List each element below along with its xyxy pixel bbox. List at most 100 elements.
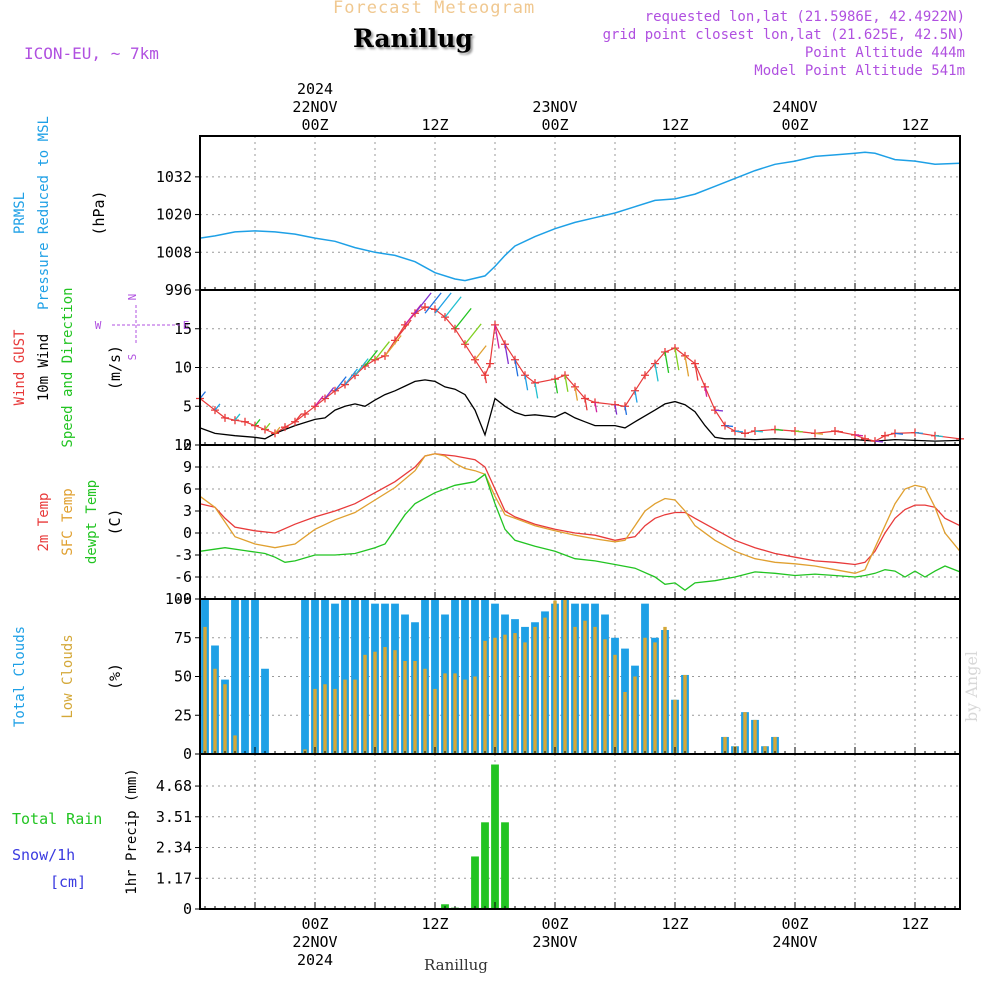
pressure-ytick-label: 1032 bbox=[156, 168, 192, 186]
wind-ytick-label: 10 bbox=[174, 359, 192, 377]
wind-direction-arrow bbox=[234, 413, 241, 421]
point-altitude: Point Altitude 444m bbox=[804, 45, 965, 61]
wind-direction-arrow bbox=[414, 292, 432, 314]
precip-frame bbox=[199, 753, 961, 910]
temperature-ytick-label: 12 bbox=[174, 436, 192, 454]
wind-direction-arrow bbox=[854, 434, 864, 437]
wind-gust-line bbox=[199, 306, 961, 442]
wind-direction-arrow bbox=[214, 403, 221, 411]
pressure-frame bbox=[199, 135, 961, 291]
wind-direction-arrow bbox=[264, 422, 271, 430]
wind-direction-arrow bbox=[474, 345, 487, 361]
clouds-ytick-label: 75 bbox=[174, 629, 192, 647]
wind-direction-arrow bbox=[734, 430, 744, 433]
wind-direction-arrow bbox=[754, 430, 764, 433]
wind-gust-marker bbox=[301, 410, 309, 418]
bottom-time-label: 12Z bbox=[901, 915, 928, 933]
low-cloud-bar bbox=[323, 684, 327, 754]
low-cloud-bar bbox=[433, 688, 437, 754]
wind-direction-arrow bbox=[424, 292, 442, 314]
low-cloud-bar bbox=[653, 642, 657, 754]
precip-snow-unit-label: [cm] bbox=[50, 873, 86, 891]
low-cloud-bar bbox=[763, 746, 767, 754]
top-time-label: 22NOV bbox=[292, 98, 337, 116]
bottom-time-label: 00Z bbox=[541, 915, 568, 933]
pressure-side-label: Pressure Reduced to MSL bbox=[36, 116, 52, 310]
wind-gust-marker bbox=[486, 359, 494, 368]
precip-ytick-label: 1.17 bbox=[156, 869, 192, 887]
frames-layer bbox=[195, 135, 961, 910]
clouds-side-label: Low Clouds bbox=[60, 634, 76, 718]
bottom-time-label: 22NOV bbox=[292, 933, 337, 951]
model-point-altitude: Model Point Altitude 541m bbox=[754, 63, 965, 79]
precip-ytick-label: 2.34 bbox=[156, 839, 192, 857]
low-cloud-bar bbox=[673, 699, 677, 754]
wind-speed-line bbox=[199, 379, 961, 442]
wind-gust-marker bbox=[241, 417, 249, 426]
total-cloud-bar bbox=[261, 668, 269, 754]
total-cloud-bar bbox=[461, 599, 469, 754]
low-cloud-bar bbox=[613, 654, 617, 754]
wind-direction-arrow bbox=[574, 386, 579, 401]
wind-direction-arrow bbox=[534, 382, 539, 399]
wind-direction-arrow bbox=[554, 379, 559, 394]
pressure-unit-label: (hPa) bbox=[90, 190, 108, 235]
clouds-ytick-label: 25 bbox=[174, 706, 192, 724]
pressure-ytick-label: 996 bbox=[165, 281, 192, 299]
wind-side-label: 10m Wind bbox=[36, 334, 52, 401]
total-cloud-bar bbox=[341, 599, 349, 754]
low-cloud-bar bbox=[563, 599, 567, 754]
temperature-unit-label: (C) bbox=[106, 508, 124, 535]
wind-direction-arrow bbox=[694, 363, 699, 381]
low-cloud-bar bbox=[753, 719, 757, 754]
wind-direction-arrow bbox=[514, 359, 519, 377]
low-cloud-bar bbox=[593, 626, 597, 754]
top-time-label: 00Z bbox=[781, 116, 808, 134]
compass-w-label: W bbox=[95, 319, 102, 332]
rain-bar bbox=[481, 822, 489, 909]
temp-line-2 bbox=[199, 473, 961, 592]
wind-direction-arrow bbox=[684, 355, 690, 377]
total-cloud-bar bbox=[301, 599, 309, 754]
total-cloud-bar bbox=[241, 599, 249, 754]
total-cloud-bar bbox=[251, 599, 259, 754]
wind-side-label: Speed and Direction bbox=[60, 287, 76, 447]
wind-direction-arrow bbox=[444, 296, 462, 318]
precip-unit-label: 1hr Precip (mm) bbox=[124, 768, 140, 894]
precip-ytick-label: 0 bbox=[183, 900, 192, 918]
low-cloud-bar bbox=[233, 735, 237, 754]
bottom-time-label: 12Z bbox=[421, 915, 448, 933]
total-cloud-bar bbox=[321, 599, 329, 754]
watermark: by Angel bbox=[962, 650, 981, 722]
low-cloud-bar bbox=[633, 676, 637, 754]
footer-location: Ranillug bbox=[424, 956, 488, 974]
pressure-side-label: PRMSL bbox=[12, 192, 28, 234]
low-cloud-bar bbox=[493, 637, 497, 754]
wind-direction-arrow bbox=[704, 386, 708, 397]
top-time-label: 00Z bbox=[301, 116, 328, 134]
top-time-label: 00Z bbox=[541, 116, 568, 134]
temperature-ytick-label: 3 bbox=[183, 502, 192, 520]
pressure-ytick-label: 1008 bbox=[156, 243, 192, 261]
temperature-side-label: 2m Temp bbox=[36, 492, 52, 551]
marks-layer bbox=[196, 151, 964, 909]
low-cloud-bar bbox=[383, 647, 387, 754]
wind-direction-arrow bbox=[504, 344, 510, 365]
low-cloud-bar bbox=[343, 679, 347, 754]
low-cloud-bar bbox=[603, 639, 607, 754]
low-cloud-bar bbox=[203, 626, 207, 754]
bottom-time-label: 00Z bbox=[781, 915, 808, 933]
temperature-ytick-label: 0 bbox=[183, 524, 192, 542]
bottom-time-label: 24NOV bbox=[772, 933, 817, 951]
low-cloud-bar bbox=[573, 626, 577, 754]
wind-direction-arrow bbox=[724, 424, 734, 428]
low-cloud-bar bbox=[583, 620, 587, 754]
top-time-label: 2024 bbox=[297, 80, 333, 98]
wind-ytick-label: 15 bbox=[174, 320, 192, 338]
clouds-ytick-label: 0 bbox=[183, 745, 192, 763]
wind-direction-arrow bbox=[494, 324, 500, 349]
wind-unit-label: (m/s) bbox=[106, 345, 124, 390]
low-cloud-bar bbox=[443, 673, 447, 754]
temperature-ytick-label: -6 bbox=[174, 568, 192, 586]
wind-direction-arrow bbox=[564, 375, 569, 392]
